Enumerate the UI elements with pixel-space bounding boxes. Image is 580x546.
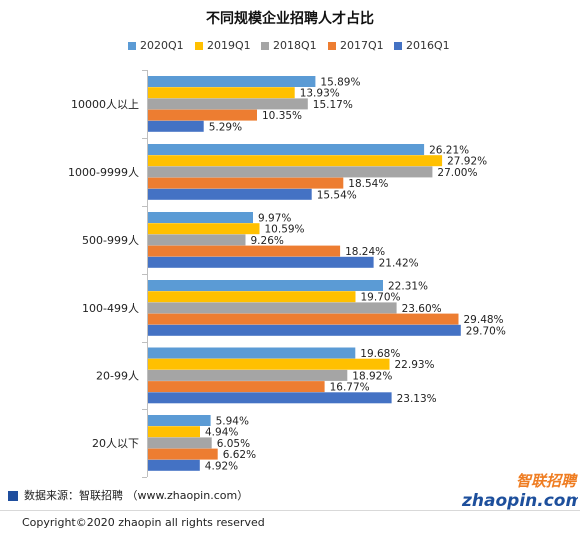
bar-2017q1 bbox=[148, 448, 218, 460]
bar-2016q1 bbox=[148, 459, 200, 471]
bar-2019q1 bbox=[148, 291, 356, 303]
data-label: 18.54% bbox=[348, 178, 388, 190]
data-label: 10.59% bbox=[265, 224, 305, 236]
data-label: 19.68% bbox=[360, 348, 400, 360]
legend-label: 2019Q1 bbox=[207, 39, 251, 52]
data-label: 13.93% bbox=[300, 88, 340, 100]
zhaopin-logo: 智联招聘 zhaopin.com bbox=[461, 472, 578, 511]
bar-2016q1 bbox=[148, 392, 392, 404]
bar-2019q1 bbox=[148, 426, 200, 438]
data-label: 19.70% bbox=[361, 292, 401, 304]
bar-2019q1 bbox=[148, 358, 390, 370]
bar-2017q1 bbox=[148, 245, 341, 257]
category-label: 20-99人 bbox=[96, 370, 139, 383]
source-marker bbox=[8, 491, 18, 501]
data-label: 21.42% bbox=[379, 257, 419, 269]
bar-2018q1 bbox=[148, 369, 348, 381]
data-label: 26.21% bbox=[429, 145, 469, 157]
data-label: 29.70% bbox=[466, 325, 506, 337]
data-label: 16.77% bbox=[330, 382, 370, 394]
copyright-text: Copyright©2020 zhaopin all rights reserv… bbox=[22, 516, 265, 529]
category-label: 100-499人 bbox=[82, 302, 139, 315]
data-label: 23.60% bbox=[402, 303, 442, 315]
data-label: 29.48% bbox=[464, 314, 504, 326]
bar-2020q1 bbox=[148, 212, 253, 223]
data-label: 22.31% bbox=[388, 281, 428, 293]
legend-swatch bbox=[261, 42, 269, 50]
bar-2020q1 bbox=[148, 415, 211, 426]
bar-2019q1 bbox=[148, 87, 295, 99]
data-label: 10.35% bbox=[262, 110, 302, 122]
data-label: 9.26% bbox=[251, 235, 284, 247]
data-label: 23.13% bbox=[397, 393, 437, 405]
legend-label: 2017Q1 bbox=[340, 39, 384, 52]
data-label: 15.54% bbox=[317, 189, 357, 201]
bar-2018q1 bbox=[148, 166, 433, 178]
data-label: 6.05% bbox=[217, 438, 250, 450]
legend-label: 2016Q1 bbox=[406, 39, 450, 52]
bar-2016q1 bbox=[148, 120, 204, 132]
data-label: 27.92% bbox=[447, 156, 487, 168]
bar-2020q1 bbox=[148, 76, 316, 87]
bar-2018q1 bbox=[148, 98, 308, 110]
bar-2018q1 bbox=[148, 437, 212, 449]
category-label: 10000人以上 bbox=[71, 98, 139, 111]
data-label: 18.24% bbox=[345, 246, 385, 258]
data-label: 4.94% bbox=[205, 427, 238, 439]
bar-2017q1 bbox=[148, 381, 325, 393]
bar-2016q1 bbox=[148, 256, 374, 268]
chart-legend: 2020Q1 2019Q1 2018Q1 2017Q1 2016Q1 bbox=[0, 38, 580, 54]
footer-divider bbox=[0, 510, 580, 511]
category-label: 20人以下 bbox=[92, 437, 139, 450]
data-label: 18.92% bbox=[352, 370, 392, 382]
bar-2020q1 bbox=[148, 144, 425, 155]
logo-en-text: zhaopin.com bbox=[461, 491, 578, 511]
bar-2020q1 bbox=[148, 280, 383, 291]
category-label: 500-999人 bbox=[82, 234, 139, 247]
data-label: 5.94% bbox=[216, 416, 249, 428]
category-label: 1000-9999人 bbox=[68, 166, 139, 179]
logo-cn-text: 智联招聘 bbox=[516, 472, 578, 490]
chart-title: 不同规模企业招聘人才占比 bbox=[206, 11, 374, 27]
bar-2016q1 bbox=[148, 324, 461, 336]
data-label: 4.92% bbox=[205, 460, 238, 472]
bar-2017q1 bbox=[148, 313, 459, 325]
legend-swatch bbox=[195, 42, 203, 50]
bar-2019q1 bbox=[148, 223, 260, 235]
legend-swatch bbox=[128, 42, 136, 50]
legend-label: 2020Q1 bbox=[140, 39, 184, 52]
data-label: 6.62% bbox=[223, 449, 256, 461]
bar-2020q1 bbox=[148, 347, 356, 359]
legend-label: 2018Q1 bbox=[273, 39, 317, 52]
bar-2018q1 bbox=[148, 234, 246, 246]
legend-swatch bbox=[394, 42, 402, 50]
bar-2016q1 bbox=[148, 188, 312, 200]
data-label: 5.29% bbox=[209, 121, 242, 133]
bar-2019q1 bbox=[148, 155, 443, 167]
bar-2017q1 bbox=[148, 177, 344, 189]
bar-2017q1 bbox=[148, 109, 257, 121]
bar-2018q1 bbox=[148, 302, 397, 314]
data-label: 27.00% bbox=[437, 167, 477, 179]
bar-chart: 10000人以上 15.89%13.93%15.17% 10.35% 5.29% 100… bbox=[68, 70, 506, 478]
source-note: 数据来源：智联招聘 （www.zhaopin.com） bbox=[24, 489, 249, 502]
data-label: 15.17% bbox=[313, 99, 353, 111]
legend-swatch bbox=[328, 42, 336, 50]
data-label: 9.97% bbox=[258, 213, 291, 225]
data-label: 15.89% bbox=[320, 77, 360, 89]
data-label: 22.93% bbox=[395, 359, 435, 371]
